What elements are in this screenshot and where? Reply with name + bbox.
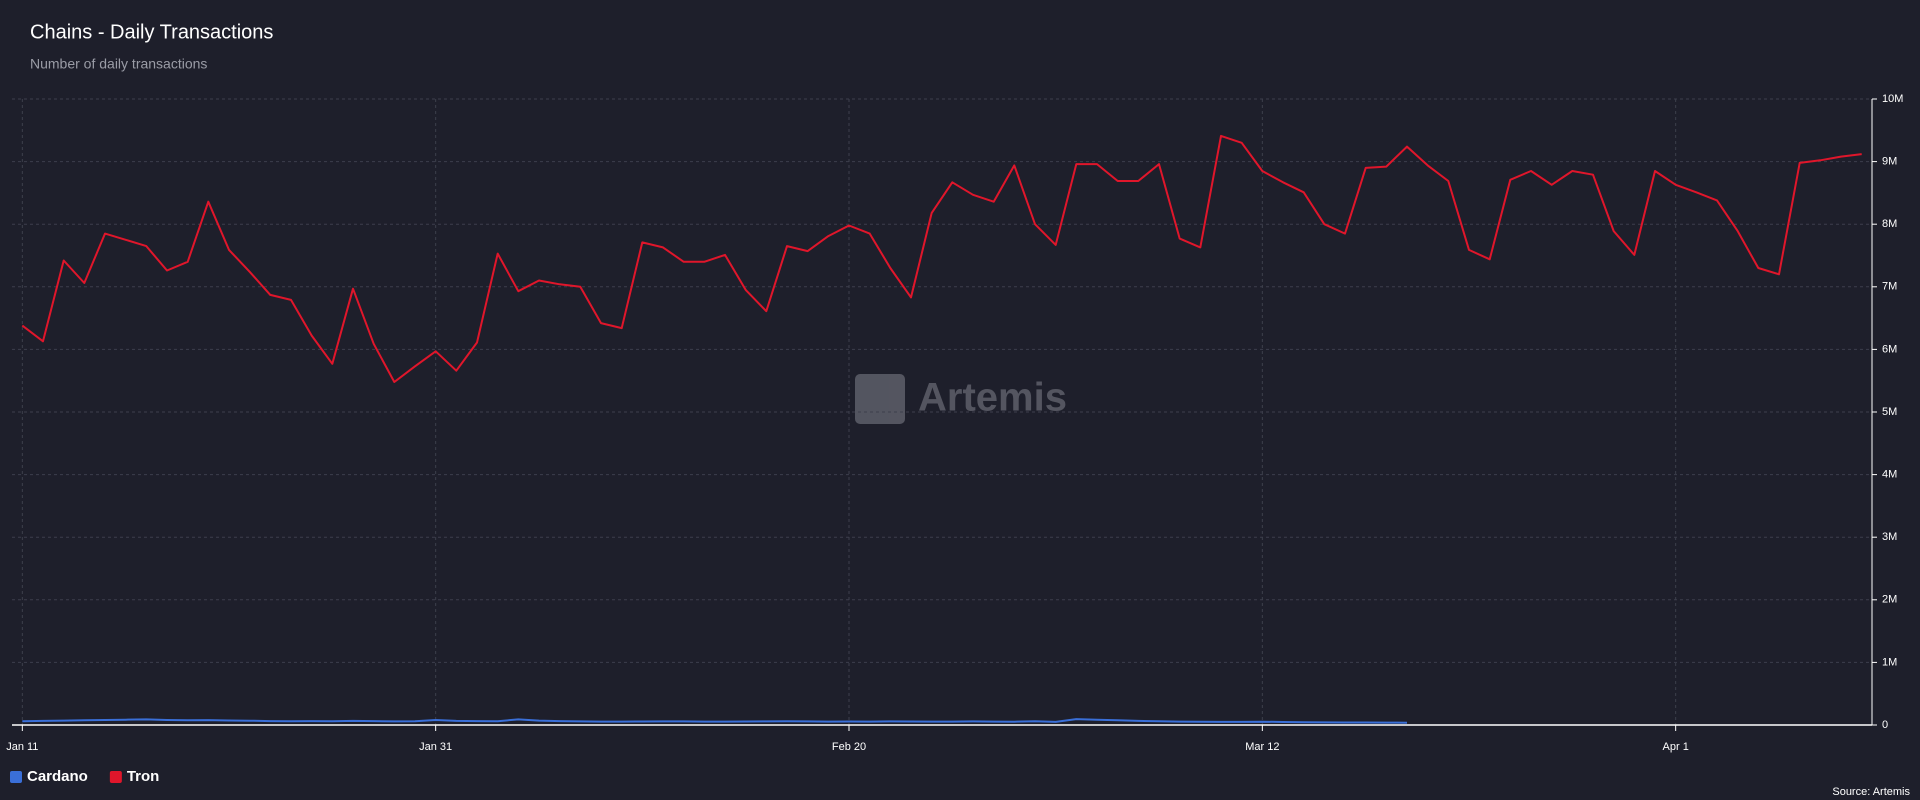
watermark-logo bbox=[855, 374, 905, 424]
y-tick-label: 3M bbox=[1882, 531, 1897, 543]
y-tick-label: 10M bbox=[1882, 93, 1903, 105]
legend-item: Tron bbox=[109, 768, 160, 785]
y-tick-label: 8M bbox=[1882, 218, 1897, 230]
x-tick-label: Jan 31 bbox=[419, 741, 452, 753]
y-tick-label: 5M bbox=[1882, 406, 1897, 418]
legend-swatch bbox=[109, 771, 122, 783]
watermark: Artemis bbox=[855, 374, 1067, 424]
y-tick-label: 9M bbox=[1882, 156, 1897, 168]
y-tick-label: 1M bbox=[1882, 656, 1897, 668]
y-tick-label: 2M bbox=[1882, 594, 1897, 606]
x-tick-label: Feb 20 bbox=[832, 741, 866, 753]
y-tick-label: 7M bbox=[1882, 281, 1897, 293]
watermark-text: Artemis bbox=[918, 376, 1067, 420]
source-note: Source: Artemis bbox=[1832, 786, 1910, 798]
y-tick-label: 0 bbox=[1882, 719, 1888, 731]
series-line bbox=[22, 718, 1408, 724]
y-tick-label: 6M bbox=[1882, 343, 1897, 355]
chart-subtitle: Number of daily transactions bbox=[30, 56, 207, 72]
legend-label: Tron bbox=[127, 768, 160, 785]
series-line bbox=[21, 134, 1862, 383]
legend-item: Cardano bbox=[10, 768, 88, 785]
legend-swatch bbox=[10, 771, 22, 783]
y-tick-label: 4M bbox=[1882, 469, 1897, 481]
chart-title: Chains - Daily Transactions bbox=[30, 21, 273, 43]
x-tick-label: Mar 12 bbox=[1245, 741, 1279, 753]
x-tick-label: Jan 11 bbox=[6, 741, 38, 753]
x-tick-label: Apr 1 bbox=[1663, 741, 1689, 753]
legend-label: Cardano bbox=[27, 768, 88, 785]
